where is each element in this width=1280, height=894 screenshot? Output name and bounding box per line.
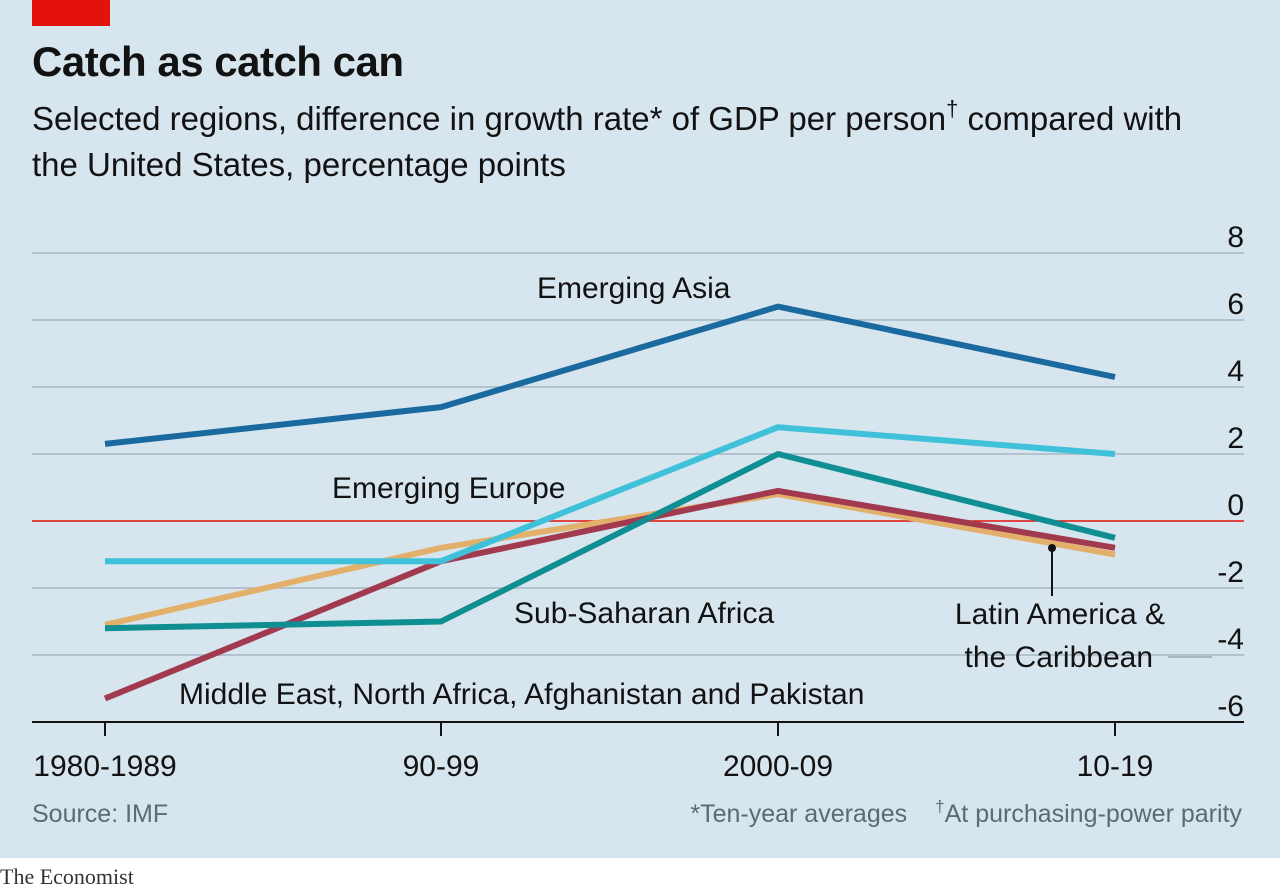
subtitle-dagger: † [946,96,959,121]
label-emerging-europe: Emerging Europe [332,472,565,505]
y-tick-label: 6 [1227,288,1244,321]
y-tick-label: -2 [1217,556,1244,589]
footnote-averages: *Ten-year averages [690,800,908,828]
y-tick-label: 0 [1227,489,1244,522]
x-tick-label: 90-99 [403,750,480,783]
y-tick-label: -6 [1217,690,1244,723]
series-lines [103,303,1116,702]
label-middle-east: Middle East, North Africa, Afghanistan a… [179,678,864,711]
series-line-emerging-europe [105,424,1116,565]
label-emerging-asia: Emerging Asia [537,272,731,305]
subtitle-text: Selected regions, difference in growth r… [32,100,947,137]
subtitle-tail: compared with the United States, percent… [32,100,1183,183]
x-axis-ticks: 1980-1989 90-99 2000-09 10-19 [33,722,1153,783]
series-line-middle-east-north-africa-afghanistan-and-pakistan [103,487,1116,702]
series-line-latin-america-the-caribbean [104,491,1116,628]
y-tick-label: 2 [1227,422,1244,455]
line-chart: 8 6 4 2 0 -2 -4 -6 1980-1989 90-99 2000-09 10-19 E… [32,221,1244,783]
footnote-ppp: At purchasing-power parity [944,800,1242,828]
label-sub-saharan-africa: Sub-Saharan Africa [514,597,774,630]
source-note: Source: IMF [32,800,169,828]
footnotes: *Ten-year averages †At purchasing-power p… [690,797,1242,829]
label-latin-america-line2: the Caribbean [965,641,1153,674]
series-line-emerging-asia [104,303,1116,447]
chart-subtitle: Selected regions, difference in growth r… [32,96,1232,188]
chart-panel [0,0,1280,858]
y-tick-label: -4 [1217,623,1244,656]
x-tick-label: 1980-1989 [33,750,176,783]
y-axis-ticks: 8 6 4 2 0 -2 -4 -6 [1217,221,1244,723]
latin-america-leader-dot [1048,544,1056,552]
chart-title: Catch as catch can [32,38,404,85]
footnote-dagger: † [935,797,945,816]
x-tick-label: 10-19 [1077,750,1154,783]
publisher-logo: The Economist [0,864,134,889]
series-labels: Emerging Asia Emerging Europe Sub-Sahara… [179,272,1165,711]
x-tick-label: 2000-09 [723,750,833,783]
brand-red-tag [32,0,110,26]
series-line-sub-saharan-africa [104,451,1116,632]
label-latin-america-line1: Latin America & [955,598,1165,631]
y-tick-label: 4 [1227,355,1244,388]
y-tick-label: 8 [1227,221,1244,254]
